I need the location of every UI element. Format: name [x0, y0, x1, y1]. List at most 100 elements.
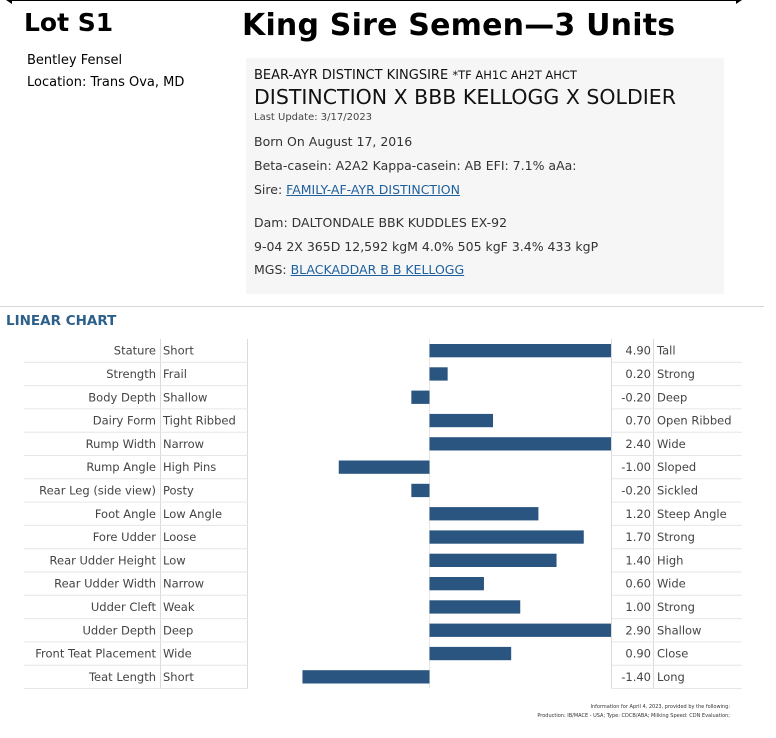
mgs-label: MGS:	[254, 262, 287, 277]
trait-high-label: Open Ribbed	[657, 414, 732, 428]
trait-high-label: Shallow	[657, 623, 701, 637]
trait-low-label: Tight Ribbed	[162, 414, 236, 428]
trait-high-label: Sickled	[657, 483, 698, 497]
trait-low-label: Narrow	[163, 577, 204, 591]
trait-value: 0.90	[625, 647, 651, 661]
trait-name: Dairy Form	[93, 414, 156, 428]
top-rule	[10, 0, 740, 1]
trait-name: Rear Udder Width	[54, 577, 156, 591]
trait-bar	[429, 437, 611, 451]
trait-low-label: High Pins	[163, 460, 216, 474]
trait-high-label: Close	[657, 647, 688, 661]
trait-bar	[429, 600, 521, 614]
trait-low-label: Shallow	[163, 390, 207, 404]
trait-bar	[338, 460, 430, 474]
genetic-markers: Beta-casein: A2A2 Kappa-casein: AB EFI: …	[254, 158, 577, 173]
trait-bar	[429, 623, 611, 637]
trait-name: Strength	[106, 367, 156, 381]
trait-high-label: Strong	[657, 600, 695, 614]
trait-low-label: Frail	[163, 367, 187, 381]
bull-info-panel: BEAR-AYR DISTINCT KINGSIRE *TF AH1C AH2T…	[246, 58, 724, 294]
trait-name: Front Teat Placement	[35, 647, 156, 661]
trait-value: 0.60	[625, 577, 651, 591]
trait-high-label: Deep	[657, 390, 687, 404]
trait-name: Foot Angle	[95, 507, 156, 521]
dam-record: 9-04 2X 365D 12,592 kgM 4.0% 505 kgF 3.4…	[254, 239, 599, 254]
top-rule-left-arrow	[6, 0, 12, 4]
trait-bar	[429, 344, 611, 358]
trait-value: 0.20	[625, 367, 651, 381]
trait-bar	[302, 670, 430, 684]
lot-number: Lot S1	[24, 8, 114, 37]
section-divider	[0, 306, 764, 307]
pedigree-heading: DISTINCTION X BBB KELLOGG X SOLDIER	[254, 85, 676, 109]
trait-value: -0.20	[621, 390, 651, 404]
registration-codes: *TF AH1C AH2T AHCT	[452, 68, 577, 82]
registered-name-line: BEAR-AYR DISTINCT KINGSIRE *TF AH1C AH2T…	[254, 68, 577, 83]
trait-name: Udder Depth	[82, 623, 156, 637]
trait-name: Teat Length	[88, 670, 156, 684]
trait-bar	[429, 646, 512, 661]
trait-name: Rump Width	[86, 437, 156, 451]
location-text: Location: Trans Ova, MD	[27, 75, 185, 90]
birth-date: Born On August 17, 2016	[254, 134, 413, 149]
trait-low-label: Posty	[163, 483, 194, 497]
trait-name: Rear Leg (side view)	[39, 483, 156, 497]
mgs-link[interactable]: BLACKADDAR B B KELLOGG	[290, 262, 465, 277]
sire-link[interactable]: FAMILY-AF-AYR DISTINCTION	[286, 182, 460, 197]
trait-name: Fore Udder	[93, 530, 157, 544]
trait-name: Rump Angle	[86, 460, 156, 474]
trait-value: -1.00	[621, 460, 651, 474]
trait-value: 2.90	[625, 623, 651, 637]
page-title: King Sire Semen—3 Units	[242, 8, 676, 43]
trait-high-label: Sloped	[657, 460, 696, 474]
sire-label: Sire:	[254, 182, 283, 197]
trait-high-label: Strong	[657, 367, 695, 381]
trait-high-label: Strong	[657, 530, 695, 544]
trait-bar	[429, 530, 584, 544]
trait-bar	[429, 577, 484, 591]
linear-chart: Stature Short 4.90 Tall Strength Frail 0.20 Str…	[24, 339, 742, 689]
footnote-line-1: Information for April 4, 2023, provided …	[590, 704, 731, 710]
trait-bar	[429, 413, 494, 428]
trait-value: 1.20	[625, 507, 651, 521]
trait-high-label: Tall	[656, 344, 676, 358]
trait-high-label: Wide	[657, 577, 686, 591]
trait-bar	[429, 553, 557, 567]
linear-chart-title: LINEAR CHART	[6, 313, 117, 329]
sire-line: Sire: FAMILY-AF-AYR DISTINCTION	[254, 182, 460, 197]
trait-low-label: Loose	[163, 530, 196, 544]
registered-name: BEAR-AYR DISTINCT KINGSIRE	[254, 68, 449, 83]
trait-bar	[411, 483, 430, 498]
trait-value: -1.40	[621, 670, 651, 684]
footnote-line-2: Production: IB/MACE - USA; Type: CDCB/AB…	[537, 713, 730, 719]
trait-value: 0.70	[625, 414, 651, 428]
trait-value: 1.70	[625, 530, 651, 544]
last-update: Last Update: 3/17/2023	[254, 112, 373, 123]
trait-value: 2.40	[625, 437, 651, 451]
trait-low-label: Narrow	[163, 437, 204, 451]
trait-high-label: Long	[657, 670, 685, 684]
trait-low-label: Low	[163, 553, 186, 567]
trait-bar	[429, 367, 448, 381]
trait-name: Udder Cleft	[91, 600, 157, 614]
trait-high-label: Steep Angle	[657, 507, 727, 521]
top-rule-right-arrow	[736, 0, 742, 4]
mgs-line: MGS: BLACKADDAR B B KELLOGG	[254, 262, 464, 277]
trait-value: -0.20	[621, 483, 651, 497]
trait-high-label: High	[657, 553, 683, 567]
trait-low-label: Short	[163, 344, 194, 358]
dam-line: Dam: DALTONDALE BBK KUDDLES EX-92	[254, 215, 508, 230]
trait-low-label: Deep	[163, 623, 193, 637]
trait-low-label: Weak	[163, 600, 195, 614]
trait-bar	[429, 507, 539, 521]
trait-value: 1.00	[625, 600, 651, 614]
trait-name: Stature	[114, 344, 156, 358]
trait-high-label: Wide	[657, 437, 686, 451]
trait-value: 4.90	[625, 344, 651, 358]
trait-name: Body Depth	[88, 390, 156, 404]
trait-low-label: Low Angle	[163, 507, 222, 521]
trait-low-label: Wide	[163, 647, 192, 661]
trait-name: Rear Udder Height	[50, 553, 157, 567]
owner-name: Bentley Fensel	[27, 53, 123, 68]
